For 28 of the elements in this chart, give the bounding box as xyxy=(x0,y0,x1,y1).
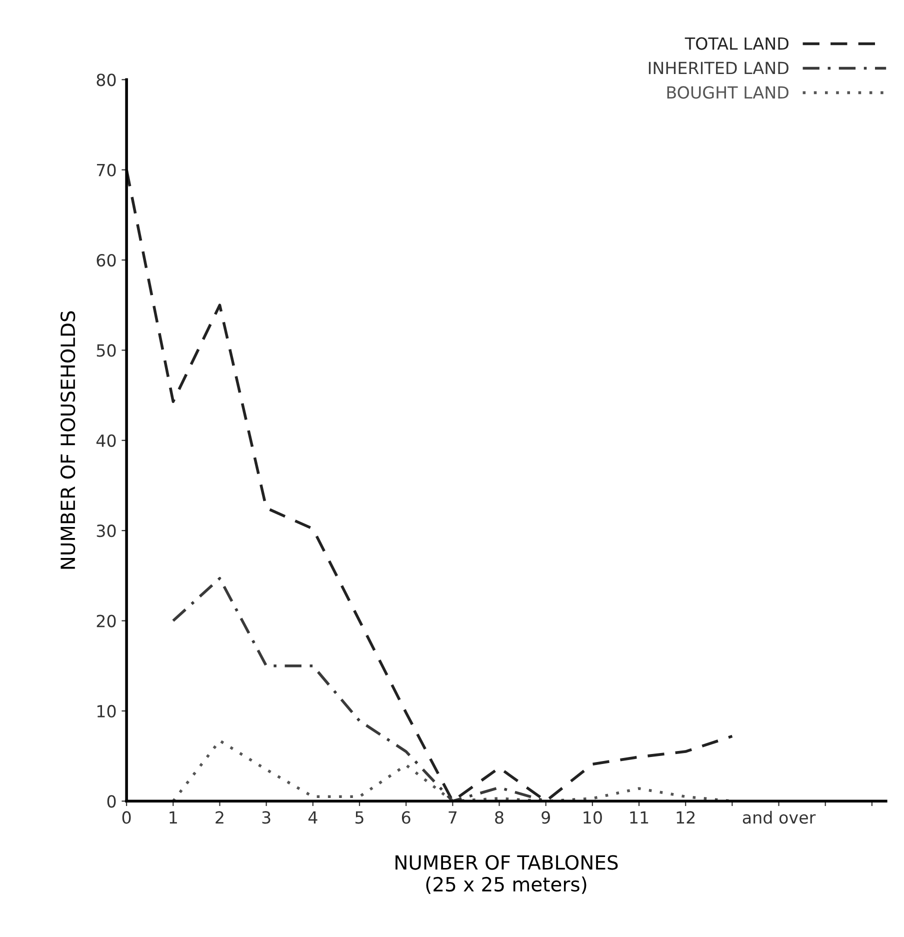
x-tick-label: 6 xyxy=(402,811,410,824)
y-tick-label: 80 xyxy=(96,74,116,86)
y-axis-title: NUMBER OF HOUSEHOLDS xyxy=(60,311,76,569)
y-tick-label: 20 xyxy=(96,614,116,628)
x-tick-label: 0 xyxy=(122,811,131,824)
y-tick-label: 0 xyxy=(107,795,116,808)
y-tick-label: 40 xyxy=(96,434,116,447)
text: BOUGHT LAND xyxy=(667,86,788,99)
x-tick-label: 1 xyxy=(170,811,177,824)
x-axis-title: NUMBER OF TABLONES (25 x 25 meters) xyxy=(396,855,618,894)
y-tick-label: 50 xyxy=(96,344,116,357)
x-tick-label: 10 xyxy=(584,811,602,824)
x-tick-label: and over xyxy=(742,810,816,824)
y-tick-label: 10 xyxy=(97,704,116,718)
x-tick-label: 11 xyxy=(630,811,648,824)
x-tick-label: 12 xyxy=(676,811,695,824)
x-tick-label: 4 xyxy=(308,811,318,824)
x-tick-label: 7 xyxy=(448,811,457,824)
text: INHERITED LAND xyxy=(648,62,788,74)
x-tick-label: 8 xyxy=(495,811,504,824)
text: TOTAL LAND xyxy=(684,37,788,50)
y-tick-label: 60 xyxy=(96,254,116,267)
x-tick-label: 9 xyxy=(542,811,550,824)
x-tick-label: 5 xyxy=(355,811,364,824)
y-tick-label: 30 xyxy=(96,524,116,538)
x-tick-label: 3 xyxy=(262,811,270,824)
x-tick-label: 2 xyxy=(216,811,224,824)
y-tick-label: 70 xyxy=(96,164,116,176)
